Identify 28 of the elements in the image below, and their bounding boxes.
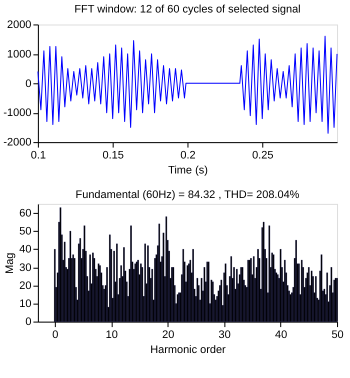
y-tick-label: 0 [25,316,32,328]
x-tick-label: 0.1 [30,150,46,162]
x-tick-label: 40 [275,329,288,342]
line-series [37,36,338,134]
x-tick-label: 10 [106,329,118,342]
x-tick-label: 0 [52,329,58,342]
x-tick-label: 50 [331,329,344,342]
chart-title: Fundamental (60Hz) = 84.32 , THD= 208.04% [76,188,300,201]
x-axis-title: Harmonic order [150,344,226,356]
x-tick-label: 30 [218,329,231,342]
y-tick-label: 50 [19,226,32,238]
x-axis-title: Time (s) [168,164,208,177]
y-tick-label: 60 [19,207,32,220]
chart-title: FFT window: 12 of 60 cycles of selected signal [74,3,301,16]
y-tick-label: 40 [19,244,32,256]
x-tick-label: 20 [162,329,174,342]
y-tick-label: 1000 [7,48,32,60]
y-axis-title: Mag [4,252,16,274]
y-tick-label: -2000 [3,136,32,149]
y-tick-label: 30 [19,262,32,274]
y-tick-label: 20 [19,280,32,292]
y-tick-label: -1000 [3,107,32,120]
y-tick-label: 2000 [7,18,32,31]
x-tick-label: 0.25 [252,150,274,162]
y-tick-label: 10 [19,298,32,310]
x-tick-label: 0.2 [180,150,196,162]
y-tick-label: 0 [25,78,32,90]
x-tick-label: 0.15 [102,150,124,162]
